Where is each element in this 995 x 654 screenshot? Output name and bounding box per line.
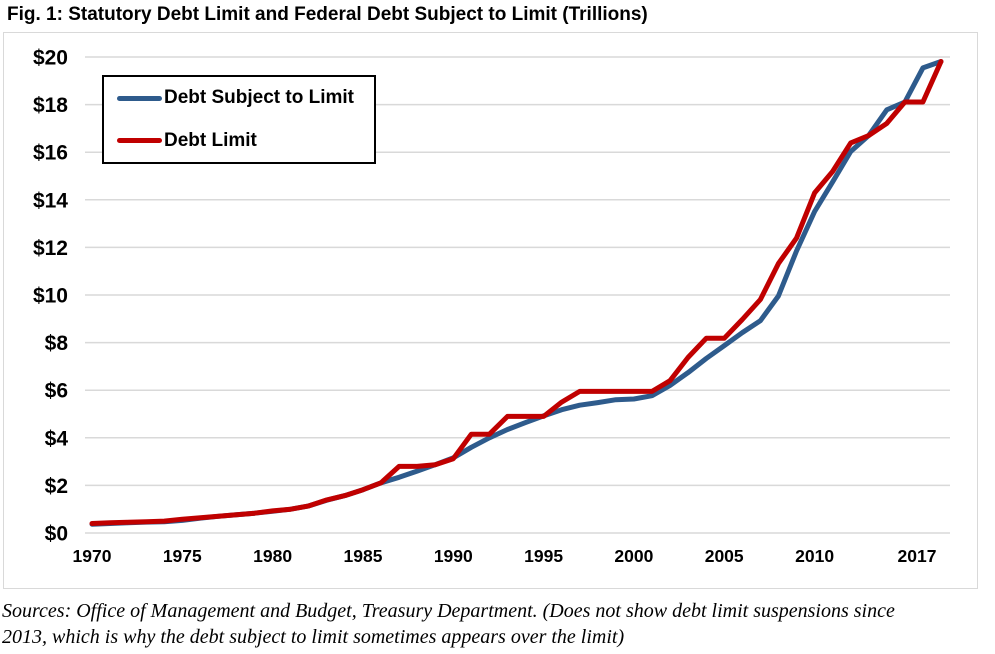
x-axis-label-1975: 1975: [163, 546, 202, 566]
y-axis-label-$12: $12: [33, 237, 68, 260]
figure-title: Fig. 1: Statutory Debt Limit and Federal…: [7, 4, 648, 25]
y-axis-label-$16: $16: [33, 142, 68, 165]
y-axis-label-$10: $10: [33, 285, 68, 308]
y-axis-label-$0: $0: [45, 523, 68, 546]
source-note-line-2: 2013, which is why the debt subject to l…: [2, 626, 625, 648]
source-note-line-1: Sources: Office of Management and Budget…: [2, 600, 895, 622]
x-axis-label-1985: 1985: [344, 546, 383, 566]
y-axis-label-$20: $20: [33, 47, 68, 70]
source-note: Sources: Office of Management and Budget…: [2, 598, 993, 650]
x-axis-label-1980: 1980: [253, 546, 292, 566]
x-axis-label-2017: 2017: [898, 546, 937, 566]
x-axis-label-2010: 2010: [795, 546, 834, 566]
y-axis-label-$14: $14: [33, 189, 68, 212]
chart-legend: Debt Subject to Limit Debt Limit: [102, 75, 376, 164]
y-axis-label-$2: $2: [45, 475, 68, 498]
x-axis-label-1995: 1995: [524, 546, 563, 566]
legend-label-debt-limit: Debt Limit: [164, 129, 257, 151]
series-line-debt-limit: [89, 59, 944, 526]
legend-line-blue-swatch: [117, 95, 162, 101]
legend-line-red-swatch: [117, 138, 162, 144]
x-axis-label-2000: 2000: [614, 546, 653, 566]
y-axis-label-$6: $6: [45, 380, 68, 403]
x-axis-label-2005: 2005: [705, 546, 744, 566]
y-axis-label-$8: $8: [45, 332, 69, 355]
legend-label-debt-subject-to-limit: Debt Subject to Limit: [164, 87, 354, 109]
y-axis-label-$18: $18: [33, 94, 68, 117]
y-axis-label-$4: $4: [45, 427, 69, 450]
x-axis-label-1970: 1970: [73, 546, 112, 566]
x-axis-label-1990: 1990: [434, 546, 473, 566]
legend-item-debt-subject-to-limit: Debt Subject to Limit: [104, 77, 374, 120]
legend-item-debt-limit: Debt Limit: [104, 120, 374, 163]
